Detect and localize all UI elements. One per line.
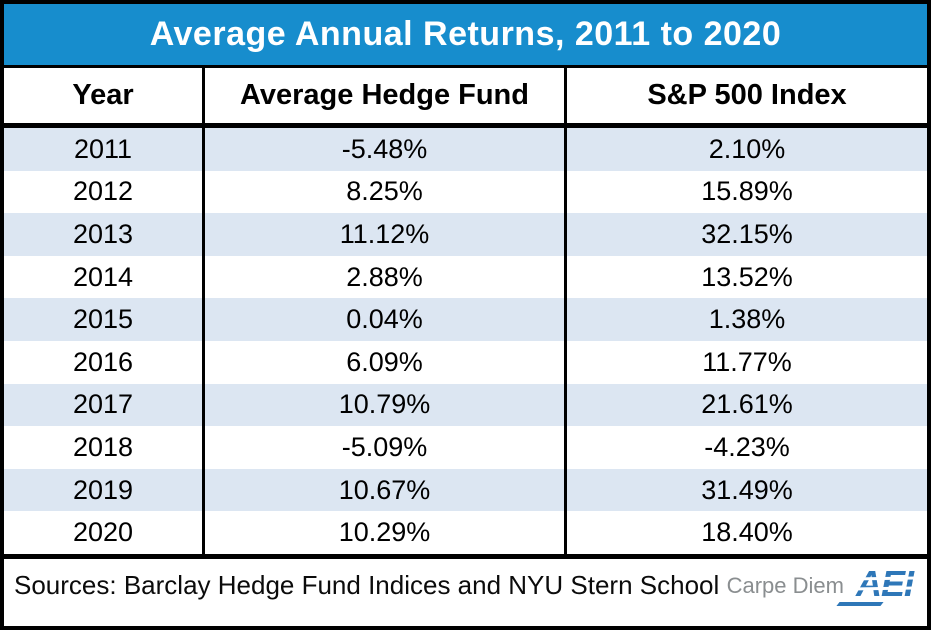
page-title: Average Annual Returns, 2011 to 2020 <box>149 15 782 53</box>
column-header-sp500: S&P 500 Index <box>647 79 847 111</box>
sp500-cell: 11.77% <box>702 346 792 377</box>
sp500-cell: -4.23% <box>704 431 790 462</box>
hedge-fund-cell: 8.25% <box>202 170 567 214</box>
hedge-fund-cell: 10.79% <box>202 383 567 427</box>
hedge-fund-cell: 10.29% <box>202 511 567 554</box>
aei-logo-text: AEI <box>855 562 914 604</box>
sp500-cell: 32.15% <box>701 218 793 249</box>
table-row: 2013 11.12% 32.15% <box>4 213 927 256</box>
hedge-fund-cell: 10.67% <box>202 468 567 512</box>
hedge-fund-cell: 6.09% <box>202 340 567 384</box>
table-row: 2018 -5.09% -4.23% <box>4 426 927 469</box>
table-row: 2019 10.67% 31.49% <box>4 468 927 512</box>
title-banner: Average Annual Returns, 2011 to 2020 <box>4 4 927 68</box>
table-row: 2020 10.29% 18.40% <box>4 511 927 554</box>
sp500-cell: 21.61% <box>701 389 793 420</box>
year-cell: 2017 <box>72 389 134 420</box>
aei-logo-swoosh <box>836 601 884 606</box>
hedge-fund-cell: 2.88% <box>202 255 567 299</box>
hedge-fund-cell: -5.48% <box>202 128 567 171</box>
year-cell: 2012 <box>72 176 134 207</box>
year-cell: 2019 <box>72 474 134 505</box>
sp500-cell: 18.40% <box>701 517 793 548</box>
table-header-row: Year Average Hedge Fund S&P 500 Index <box>4 68 927 128</box>
carpe-diem-label: Carpe Diem <box>726 572 844 598</box>
year-cell: 2015 <box>72 304 134 335</box>
sp500-cell: 2.10% <box>708 133 786 164</box>
year-cell: 2020 <box>72 517 134 548</box>
year-cell: 2018 <box>72 431 134 462</box>
table-row: 2017 10.79% 21.61% <box>4 383 927 427</box>
column-header-hedge-fund: Average Hedge Fund <box>202 68 567 123</box>
sp500-cell: 15.89% <box>701 176 793 207</box>
hedge-fund-cell: 11.12% <box>202 213 567 256</box>
table-row: 2014 2.88% 13.52% <box>4 255 927 299</box>
sp500-cell: 1.38% <box>708 304 786 335</box>
sources-text: Sources: Barclay Hedge Fund Indices and … <box>14 570 720 601</box>
hedge-fund-cell: 0.04% <box>202 298 567 341</box>
year-cell: 2014 <box>72 261 134 292</box>
year-cell: 2016 <box>72 346 134 377</box>
table-row: 2016 6.09% 11.77% <box>4 340 927 384</box>
sp500-cell: 31.49% <box>701 474 793 505</box>
column-header-year: Year <box>72 79 134 111</box>
footer: Sources: Barclay Hedge Fund Indices and … <box>4 553 927 613</box>
table-body: 2011 -5.48% 2.10% 2012 8.25% 15.89% 2013… <box>4 128 927 554</box>
year-cell: 2011 <box>73 133 133 164</box>
hedge-fund-cell: -5.09% <box>202 426 567 469</box>
table-row: 2015 0.04% 1.38% <box>4 298 927 341</box>
sp500-cell: 13.52% <box>701 261 793 292</box>
year-cell: 2013 <box>72 218 134 249</box>
table-row: 2011 -5.48% 2.10% <box>4 128 927 171</box>
brand-block: Carpe Diem AEI <box>726 562 915 606</box>
aei-logo: AEI <box>836 562 915 606</box>
table-row: 2012 8.25% 15.89% <box>4 170 927 214</box>
